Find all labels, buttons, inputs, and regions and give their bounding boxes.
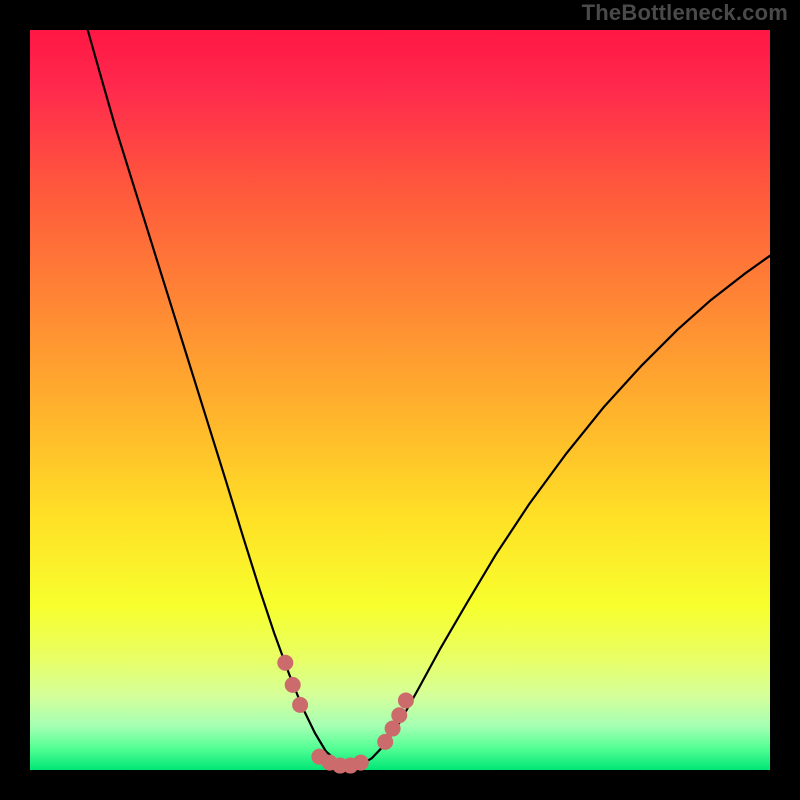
data-marker bbox=[398, 693, 413, 708]
data-marker bbox=[285, 677, 300, 692]
data-marker bbox=[392, 708, 407, 723]
outer-frame: TheBottleneck.com bbox=[0, 0, 800, 800]
plot-area bbox=[30, 30, 770, 770]
data-marker bbox=[385, 721, 400, 736]
gradient-background bbox=[30, 30, 770, 770]
data-marker bbox=[293, 697, 308, 712]
data-marker bbox=[353, 755, 368, 770]
data-marker bbox=[378, 734, 393, 749]
chart-svg bbox=[30, 30, 770, 770]
data-marker bbox=[278, 655, 293, 670]
watermark-label: TheBottleneck.com bbox=[582, 0, 788, 26]
